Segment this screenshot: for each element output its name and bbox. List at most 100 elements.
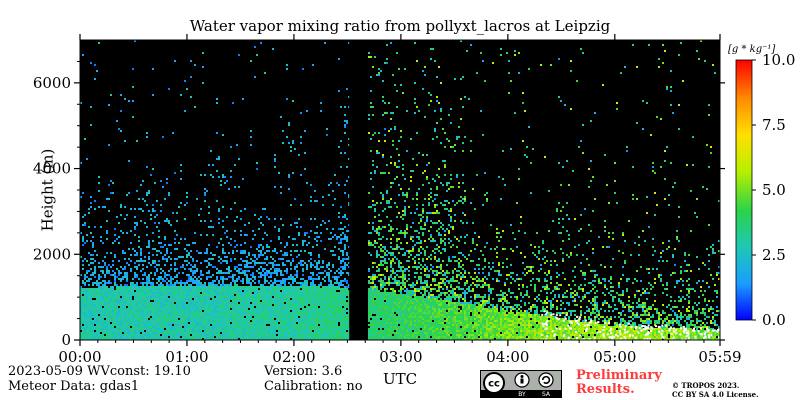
heatmap-cell [290,328,292,330]
heatmap-cell [154,312,156,314]
heatmap-cell [348,332,350,334]
heatmap-cell [312,334,314,336]
heatmap-cell [140,298,142,300]
heatmap-cell [200,324,202,326]
heatmap-cell [280,338,282,340]
heatmap-cell [192,282,194,284]
heatmap-cell [228,306,230,308]
heatmap-cell [342,328,344,330]
heatmap-cell [304,240,306,242]
heatmap-cell [158,314,160,316]
heatmap-cell [210,290,212,292]
heatmap-cell [346,338,348,340]
heatmap-cell [346,264,348,266]
heatmap-cell [140,316,142,318]
heatmap-cell [300,294,302,296]
heatmap-cell [88,292,90,294]
heatmap-cell [328,294,330,296]
heatmap-cell [214,316,216,318]
heatmap-cell [230,284,232,286]
heatmap-cell [284,280,286,282]
heatmap-cell [282,274,284,276]
heatmap-cell [180,324,182,326]
heatmap-cell [282,328,284,330]
heatmap-cell [156,296,158,298]
heatmap-cell [162,300,164,302]
heatmap-cell [232,304,234,306]
heatmap-cell [108,310,110,312]
heatmap-cell [126,296,128,298]
heatmap-cell [232,314,234,316]
heatmap-cell [92,274,94,276]
heatmap-cell [340,260,342,262]
heatmap-cell [134,306,136,308]
heatmap-cell [146,226,148,228]
heatmap-cell [236,284,238,286]
heatmap-cell [158,278,160,280]
heatmap-cell [342,332,344,334]
heatmap-cell [128,314,130,316]
heatmap-cell [166,292,168,294]
heatmap-cell [86,240,88,242]
heatmap-cell [124,294,126,296]
heatmap-cell [264,208,266,210]
heatmap-cell [106,334,108,336]
heatmap-cell [324,324,326,326]
heatmap-cell [102,338,104,340]
heatmap-cell [238,312,240,314]
heatmap-cell [124,98,126,100]
heatmap-cell [226,328,228,330]
heatmap-cell [310,314,312,316]
heatmap-cell [92,316,94,318]
heatmap-cell [82,240,84,242]
heatmap-cell [318,278,320,280]
heatmap-cell [340,292,342,294]
heatmap-cell [112,314,114,316]
heatmap-cell [108,318,110,320]
heatmap-cell [106,328,108,330]
heatmap-cell [170,296,172,298]
heatmap-cell [348,138,350,140]
heatmap-cell [302,240,304,242]
heatmap-cell [106,312,108,314]
heatmap-cell [212,274,214,276]
heatmap-cell [174,242,176,244]
heatmap-cell [314,308,316,310]
heatmap-cell [282,294,284,296]
heatmap-cell [260,292,262,294]
heatmap-cell [186,282,188,284]
heatmap-cell [150,284,152,286]
heatmap-cell [368,308,370,310]
heatmap-cell [304,304,306,306]
heatmap-cell [288,142,290,144]
heatmap-cell [96,324,98,326]
heatmap-cell [172,132,174,134]
heatmap-cell [212,326,214,328]
heatmap-cell [148,300,150,302]
heatmap-cell [130,294,132,296]
heatmap-cell [236,312,238,314]
heatmap-cell [176,274,178,276]
heatmap-cell [324,330,326,332]
heatmap-cell [346,332,348,334]
heatmap-cell [116,326,118,328]
heatmap-cell [282,288,284,290]
heatmap-cell [154,210,156,212]
heatmap-cell [222,292,224,294]
heatmap-cell [190,328,192,330]
heatmap-cell [264,326,266,328]
heatmap-cell [320,110,322,112]
heatmap-cell [342,272,344,274]
heatmap-cell [126,284,128,286]
heatmap-cell [264,292,266,294]
heatmap-cell [144,334,146,336]
heatmap-cell [108,304,110,306]
heatmap-cell [248,282,250,284]
heatmap-cell [234,296,236,298]
heatmap-cell [94,312,96,314]
heatmap-cell [82,306,84,308]
heatmap-cell [220,184,222,186]
heatmap-cell [344,308,346,310]
heatmap-cell [304,322,306,324]
heatmap-cell [234,326,236,328]
